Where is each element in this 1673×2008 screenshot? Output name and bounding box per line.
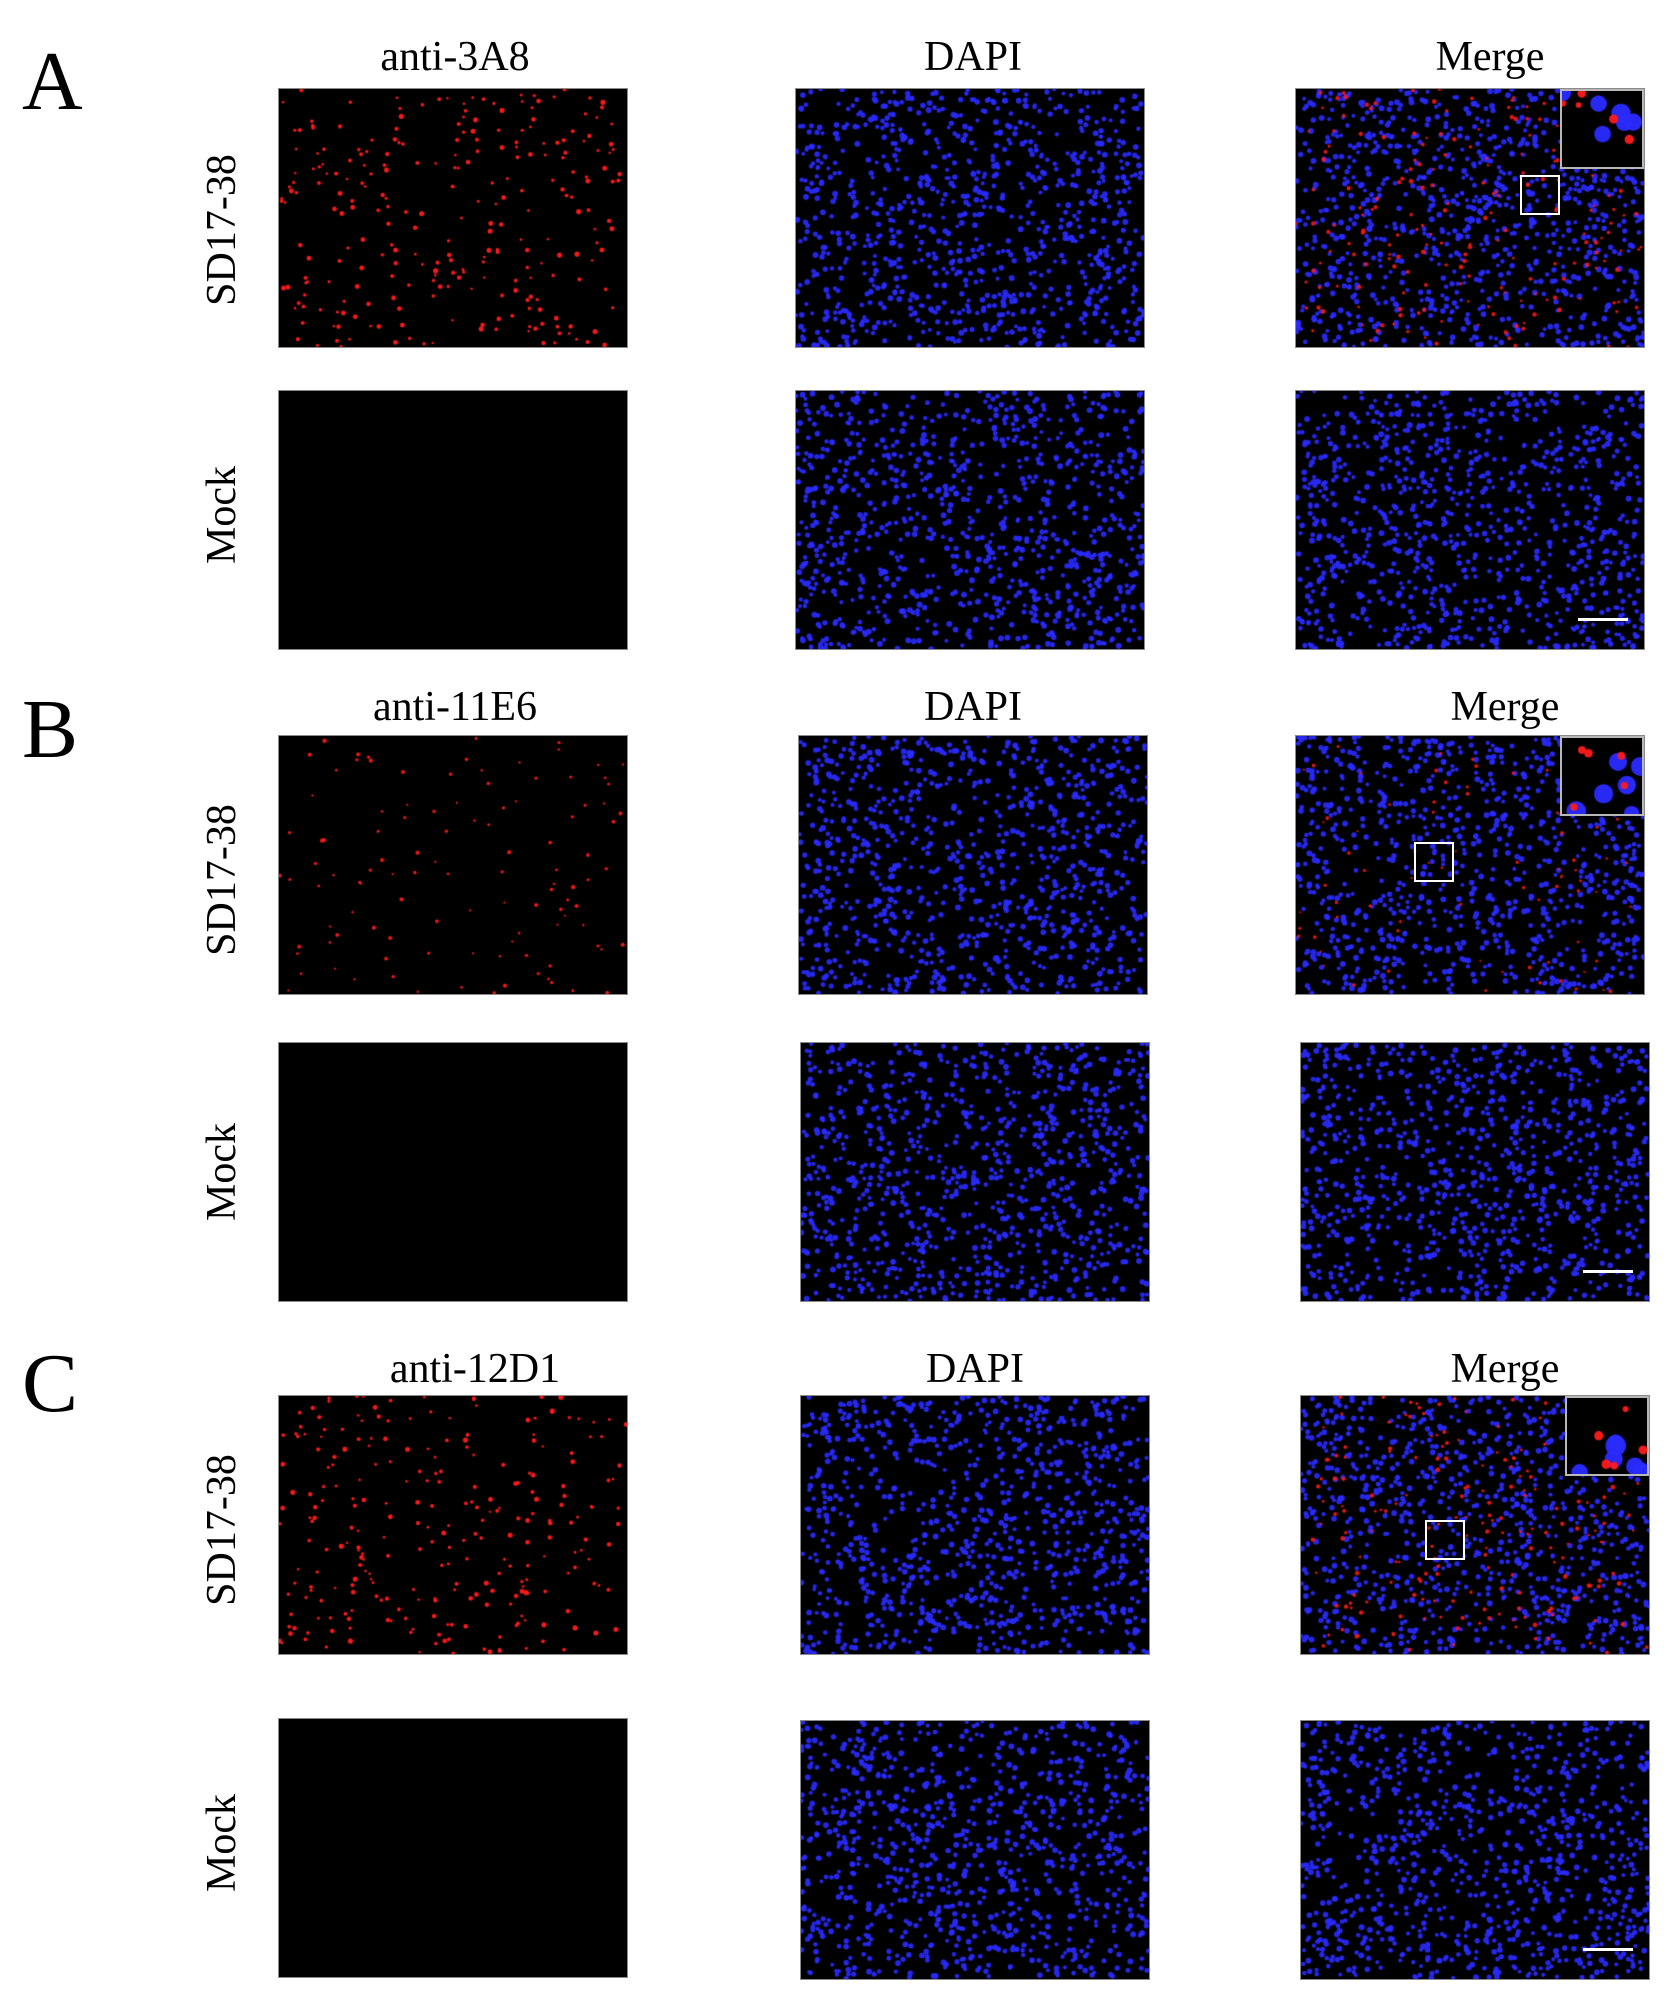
panel-c-row2-label: Mock [199, 1794, 245, 1892]
panel-c-row1-label: SD17-38 [199, 1454, 245, 1606]
panel-b-mock-antibody-image [278, 1042, 628, 1302]
panel-c-col2-title: DAPI [925, 1346, 1024, 1392]
panel-b-infected-merge-image [1295, 735, 1645, 995]
panel-b-mock-dapi-image [800, 1042, 1150, 1302]
panel-a-col1-title: anti-3A8 [380, 34, 530, 80]
panel-a-row1-label: SD17-38 [199, 154, 245, 306]
panel-a-infected-merge-image [1295, 88, 1645, 348]
panel-c-mock-dapi-image [800, 1720, 1150, 1980]
panel-c-mock-antibody-image [278, 1718, 628, 1978]
scale-bar [1583, 1270, 1633, 1273]
panel-a-mock-antibody-image [278, 390, 628, 650]
panel-b-infected-dapi-image [798, 735, 1148, 995]
panel-b-row1-label: SD17-38 [199, 804, 245, 956]
panel-b-col2-title: DAPI [923, 684, 1022, 730]
panel-a-mock-merge-image [1295, 390, 1645, 650]
panel-a-col2-title: DAPI [923, 34, 1022, 80]
panel-a-infected-dapi-image [795, 88, 1145, 348]
panel-a-col3-title: Merge [1435, 34, 1545, 80]
panel-b-col1-title: anti-11E6 [372, 684, 538, 730]
panel-c-col1-title: anti-12D1 [389, 1346, 561, 1392]
panel-b-col3-title: Merge [1450, 684, 1560, 730]
scale-bar [1578, 618, 1628, 621]
scale-bar [1583, 1948, 1633, 1951]
zoom-inset [1560, 89, 1644, 169]
panel-b-mock-merge-image [1300, 1042, 1650, 1302]
panel-a-row2-label: Mock [199, 466, 245, 564]
panel-c-letter: C [22, 1337, 79, 1430]
panel-c-infected-dapi-image [800, 1395, 1150, 1655]
panel-c-infected-merge-image [1300, 1395, 1650, 1655]
panel-a-mock-dapi-image [795, 390, 1145, 650]
panel-b-row2-label: Mock [199, 1123, 245, 1221]
region-of-interest-box [1520, 175, 1560, 215]
panel-b-infected-antibody-image [278, 735, 628, 995]
panel-a-infected-antibody-image [278, 88, 628, 348]
panel-c-mock-merge-image [1300, 1720, 1650, 1980]
panel-b-letter: B [22, 683, 79, 776]
region-of-interest-box [1414, 842, 1454, 882]
panel-c-col3-title: Merge [1450, 1346, 1560, 1392]
panel-a-letter: A [22, 35, 83, 128]
panel-c-infected-antibody-image [278, 1395, 628, 1655]
zoom-inset [1565, 1396, 1649, 1476]
zoom-inset [1560, 736, 1644, 816]
region-of-interest-box [1425, 1520, 1465, 1560]
